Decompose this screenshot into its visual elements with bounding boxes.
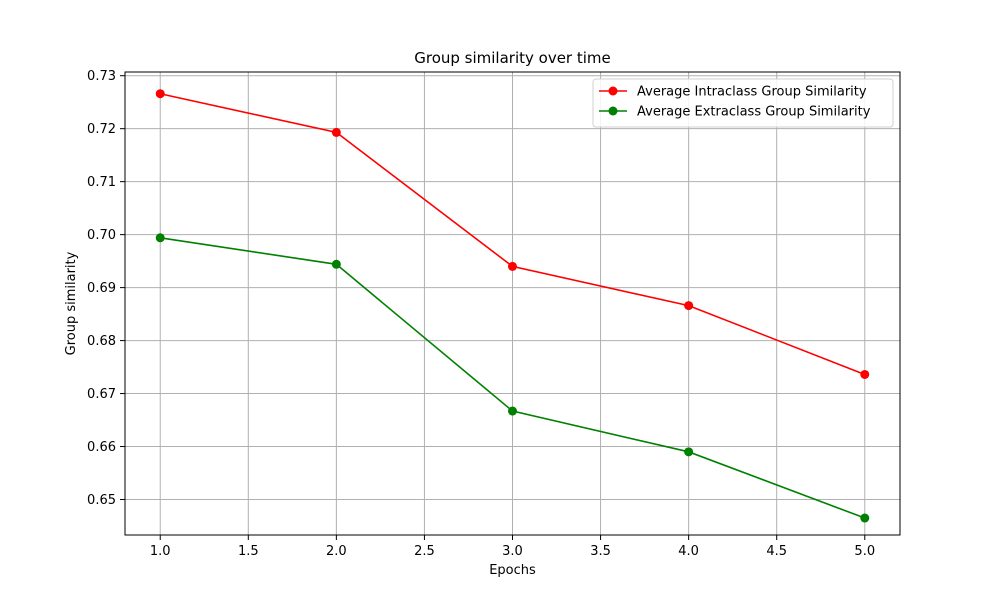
series-layer: [155, 89, 870, 523]
legend-marker: [608, 106, 618, 116]
data-point: [155, 233, 165, 243]
y-axis-label: Group similarity: [64, 251, 79, 355]
legend-item: Average Intraclass Group Similarity: [599, 85, 867, 100]
y-tick-label: 0.70: [87, 228, 116, 243]
grid: [125, 72, 900, 535]
legend-label: Average Extraclass Group Similarity: [637, 105, 871, 120]
legend-marker: [608, 86, 618, 96]
data-point: [331, 127, 341, 137]
data-point: [860, 513, 870, 523]
data-point: [331, 259, 341, 269]
data-point: [508, 261, 517, 271]
y-tick-label: 0.68: [87, 334, 116, 349]
y-tick-label: 0.73: [87, 69, 116, 84]
x-tick-label: 4.0: [678, 544, 699, 559]
data-point: [155, 89, 165, 99]
y-tick-label: 0.67: [87, 387, 116, 402]
ticks: 1.0 1.5 2.0 2.5 3.0 3.5 4.0 4.5 5.0 0.65 0.66 0.67 0…: [87, 69, 875, 559]
data-point: [860, 369, 870, 379]
x-tick-label: 3.5: [590, 544, 611, 559]
y-tick-label: 0.69: [87, 281, 116, 296]
x-tick-label: 4.5: [766, 544, 787, 559]
series-1: [155, 89, 870, 379]
x-tick-label: 5.0: [854, 544, 875, 559]
legend-item: Average Extraclass Group Similarity: [599, 105, 871, 120]
y-tick-label: 0.65: [87, 493, 116, 508]
legend: Average Intraclass Group Similarity Avera…: [592, 78, 894, 128]
legend-box: [592, 78, 894, 128]
y-tick-label: 0.66: [87, 440, 116, 455]
y-tick-label: 0.71: [87, 175, 116, 190]
chart-title: Group similarity over time: [414, 49, 611, 67]
x-axis-label: Epochs: [489, 563, 536, 578]
x-tick-label: 2.0: [326, 544, 347, 559]
data-point: [684, 301, 694, 311]
y-tick-label: 0.72: [87, 122, 116, 137]
x-tick-label: 1.5: [238, 544, 259, 559]
series-2: [155, 233, 870, 523]
legend-label: Average Intraclass Group Similarity: [637, 85, 867, 100]
data-point: [508, 406, 517, 416]
x-tick-label: 2.5: [414, 544, 435, 559]
x-tick-label: 1.0: [150, 544, 171, 559]
data-point: [684, 447, 694, 457]
x-tick-label: 3.0: [502, 544, 523, 559]
